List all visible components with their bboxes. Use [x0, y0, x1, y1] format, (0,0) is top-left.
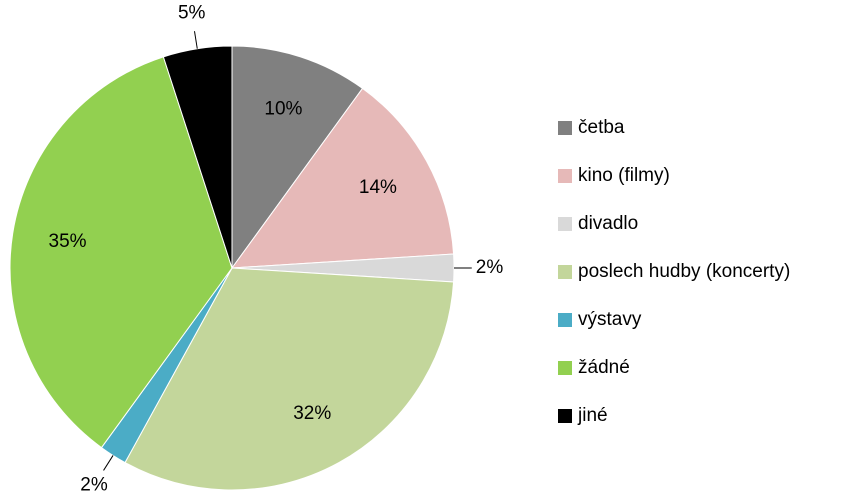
- legend-label: divadlo: [578, 213, 638, 234]
- data-label: 5%: [178, 3, 206, 24]
- data-label: 35%: [49, 231, 87, 252]
- legend-label: výstavy: [578, 309, 642, 330]
- legend-swatch: [558, 313, 572, 327]
- data-label: 10%: [264, 99, 302, 120]
- pie-slice: [9, 56, 233, 449]
- data-label: 14%: [359, 177, 397, 198]
- legend-swatch: [558, 361, 572, 375]
- leader-line: [193, 31, 198, 49]
- legend-swatch: [558, 169, 572, 183]
- data-label: 2%: [476, 257, 504, 278]
- legend-label: četba: [578, 117, 625, 138]
- leader-line: [103, 455, 114, 471]
- legend-swatch: [558, 121, 572, 135]
- pie-slice: [231, 45, 364, 270]
- legend-swatch: [558, 409, 572, 423]
- data-label: 32%: [293, 403, 331, 424]
- legend-label: žádné: [578, 357, 630, 378]
- legend-label: kino (filmy): [578, 165, 670, 186]
- legend-swatch: [558, 217, 572, 231]
- legend-swatch: [558, 265, 572, 279]
- pie-slice: [124, 267, 455, 491]
- legend-label: jiné: [577, 405, 608, 426]
- legend-label: poslech hudby (koncerty): [578, 261, 790, 282]
- pie-slice: [230, 87, 455, 269]
- data-label: 2%: [80, 474, 108, 492]
